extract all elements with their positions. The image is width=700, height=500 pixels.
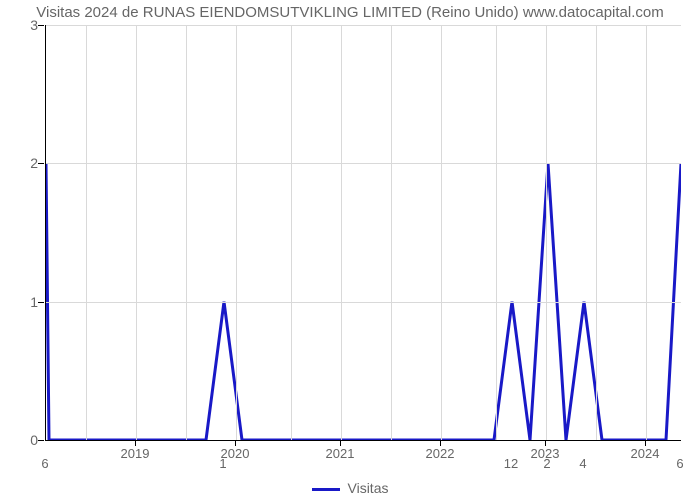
y-tick-label: 2 <box>30 155 38 171</box>
data-point-label: 2 <box>543 456 550 471</box>
grid-line-h <box>46 25 681 26</box>
y-tick-label: 1 <box>30 294 38 310</box>
legend-color-line <box>312 488 340 491</box>
y-tick <box>38 440 44 441</box>
grid-line-v <box>441 25 442 440</box>
grid-line-v <box>86 25 87 440</box>
chart-title: Visitas 2024 de RUNAS EIENDOMSUTVIKLING … <box>0 4 700 21</box>
x-tick-label: 2024 <box>631 446 660 461</box>
grid-line-v <box>291 25 292 440</box>
x-tick-label: 2022 <box>426 446 455 461</box>
data-point-label: 12 <box>504 456 518 471</box>
line-series <box>46 25 681 440</box>
data-point-label: 1 <box>219 456 226 471</box>
legend-label: Visitas <box>348 480 389 496</box>
data-point-label: 6 <box>676 456 683 471</box>
y-tick <box>38 25 44 26</box>
y-tick <box>38 302 44 303</box>
grid-line-v <box>496 25 497 440</box>
x-tick-label: 2021 <box>326 446 355 461</box>
grid-line-h <box>46 302 681 303</box>
grid-line-v <box>596 25 597 440</box>
data-point-label: 4 <box>579 456 586 471</box>
legend: Visitas <box>0 480 700 496</box>
grid-line-v <box>546 25 547 440</box>
data-point-label: 6 <box>41 456 48 471</box>
grid-line-h <box>46 163 681 164</box>
y-tick-label: 0 <box>30 432 38 448</box>
x-tick-label: 2019 <box>121 446 150 461</box>
grid-line-v <box>136 25 137 440</box>
grid-line-v <box>341 25 342 440</box>
chart-container: Visitas 2024 de RUNAS EIENDOMSUTVIKLING … <box>0 0 700 500</box>
plot-area <box>45 25 681 441</box>
grid-line-v <box>391 25 392 440</box>
y-tick-label: 3 <box>30 17 38 33</box>
grid-line-v <box>236 25 237 440</box>
grid-line-v <box>646 25 647 440</box>
y-tick <box>38 163 44 164</box>
grid-line-v <box>186 25 187 440</box>
